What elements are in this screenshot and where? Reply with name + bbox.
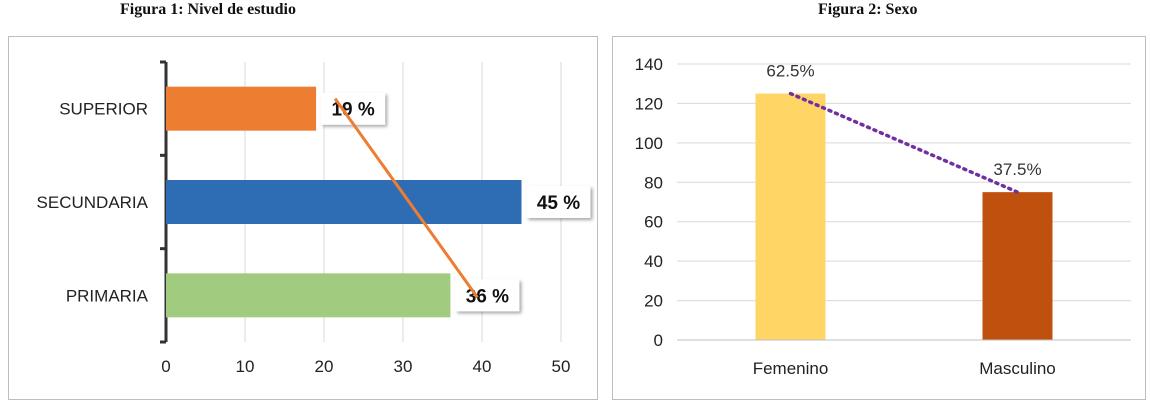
bar bbox=[166, 180, 522, 224]
y-tick-label: 40 bbox=[644, 252, 663, 271]
trendline bbox=[333, 97, 479, 299]
x-tick-label: 40 bbox=[473, 357, 492, 376]
data-label: 36 % bbox=[466, 286, 509, 307]
y-tick-label: 0 bbox=[654, 331, 663, 350]
figure-2-title: Figura 2: Sexo bbox=[818, 1, 918, 18]
category-label: Femenino bbox=[753, 359, 829, 378]
category-label: Masculino bbox=[979, 359, 1056, 378]
y-tick-label: 140 bbox=[635, 55, 663, 74]
y-tick-label: 20 bbox=[644, 292, 663, 311]
figure-2-panel: 0 20 40 60 80 100 120 140 62.5% Femenino 37.5% Masc… bbox=[612, 36, 1146, 400]
sex-chart: 0 20 40 60 80 100 120 140 62.5% Femenino 37.5% Masc… bbox=[635, 55, 1131, 378]
category-label: SUPERIOR bbox=[59, 100, 148, 119]
bar bbox=[166, 86, 317, 131]
data-label-box bbox=[321, 92, 386, 125]
bar bbox=[755, 93, 826, 340]
data-label: 19 % bbox=[331, 100, 374, 121]
x-tick-label: 50 bbox=[552, 357, 571, 376]
data-label: 62.5% bbox=[766, 62, 814, 81]
figure-1-title: Figura 1: Nivel de estudio bbox=[120, 1, 296, 18]
y-tick-label: 100 bbox=[635, 134, 663, 153]
x-tick-label: 0 bbox=[161, 357, 170, 376]
x-tick-label: 30 bbox=[394, 357, 413, 376]
x-tick-label: 10 bbox=[236, 357, 255, 376]
bar bbox=[982, 192, 1053, 340]
data-label-box bbox=[526, 186, 591, 218]
education-level-chart: 0 10 20 30 40 50 SUPERIOR 19 % SECUNDARIA 45 % PRI… bbox=[37, 60, 591, 376]
x-tick-label: 20 bbox=[315, 357, 334, 376]
y-tick-label: 60 bbox=[644, 213, 663, 232]
trendline bbox=[788, 91, 1020, 194]
y-tick-label: 80 bbox=[644, 173, 663, 192]
data-label: 37.5% bbox=[993, 160, 1041, 179]
data-label: 45 % bbox=[537, 193, 580, 214]
category-label: PRIMARIA bbox=[66, 286, 149, 305]
data-label-box bbox=[455, 279, 520, 312]
bar bbox=[166, 273, 451, 318]
category-label: SECUNDARIA bbox=[37, 193, 149, 212]
y-tick-label: 120 bbox=[635, 94, 663, 113]
figure-1-panel: 0 10 20 30 40 50 SUPERIOR 19 % SECUNDARIA 45 % PRI… bbox=[8, 36, 598, 400]
